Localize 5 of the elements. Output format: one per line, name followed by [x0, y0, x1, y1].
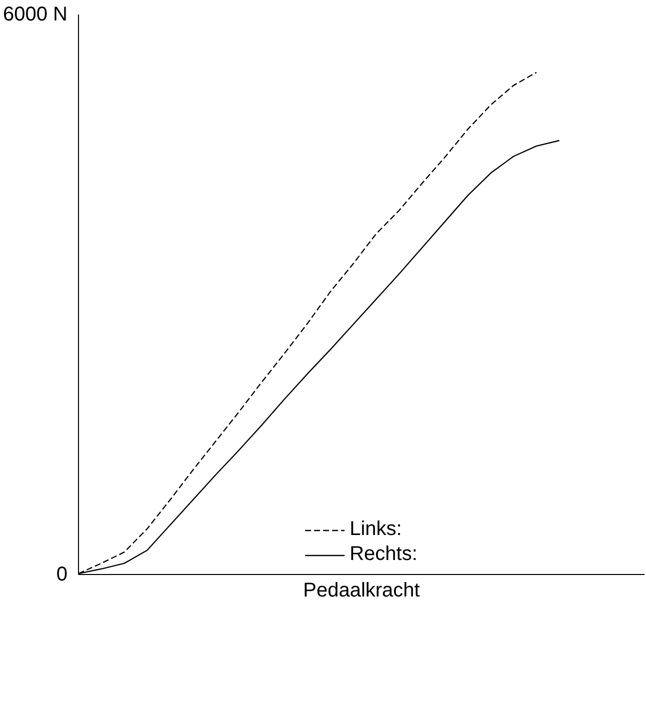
- y-tick-label: 0: [56, 564, 68, 586]
- x-axis-title: Pedaalkracht: [303, 580, 420, 602]
- y-tick-label: 6000 N: [3, 4, 68, 26]
- legend-label: Rechts:: [350, 543, 418, 566]
- legend-label: Links:: [350, 518, 402, 541]
